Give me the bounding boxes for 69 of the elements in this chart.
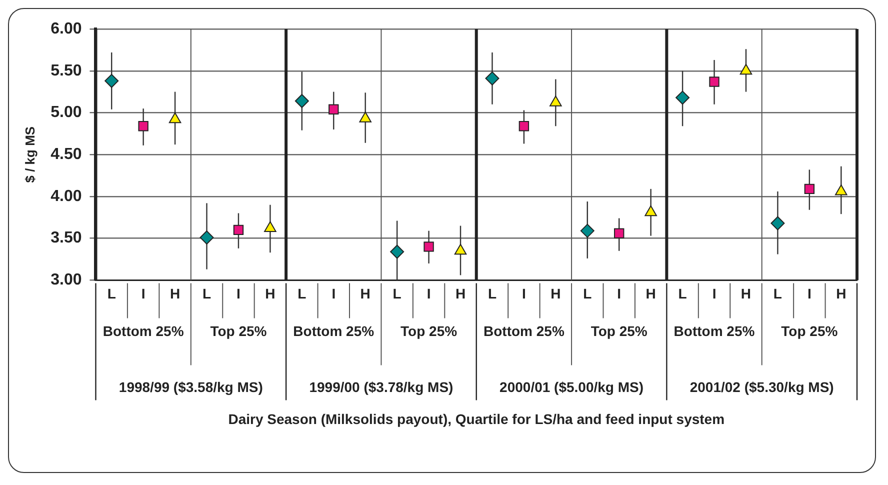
y-tick-label: 3.00 xyxy=(50,272,82,289)
text: 1999/00 ($3.78/kg MS) xyxy=(309,379,454,396)
point xyxy=(614,228,624,238)
point xyxy=(104,74,119,88)
point xyxy=(390,244,404,259)
x-tick-label: L xyxy=(392,285,402,302)
y-tick-label: 6.00 xyxy=(50,20,82,38)
text: Bottom 25% xyxy=(293,323,375,340)
x-tick-label: H xyxy=(265,285,276,302)
x-tick-label: I xyxy=(522,285,526,302)
x-tick-label: I xyxy=(332,285,336,302)
x-tick-label: I xyxy=(426,285,431,302)
x-tick-label: H xyxy=(646,285,656,302)
point xyxy=(644,205,657,216)
point xyxy=(550,96,562,106)
x-tick-label: I xyxy=(141,285,146,302)
x-tick-label: H xyxy=(550,285,561,302)
x-tick-label: H xyxy=(740,285,752,302)
point xyxy=(580,224,594,238)
x-tick-label: H xyxy=(360,285,370,302)
text: Top 25% xyxy=(400,323,458,340)
point xyxy=(454,244,467,255)
point xyxy=(676,90,690,105)
y-tick-label: 4.00 xyxy=(50,188,82,205)
x-tick-label: L xyxy=(298,285,307,302)
point xyxy=(835,184,848,196)
x-tick-label: L xyxy=(678,285,688,302)
point xyxy=(518,121,530,132)
x-tick-label: H xyxy=(170,285,180,302)
point xyxy=(359,112,372,122)
text: 1998/99 ($3.58/kg MS) xyxy=(118,379,263,396)
text: Dairy Season (Milksolids payout), Quartile for LS/ha and feed input system xyxy=(228,411,725,428)
x-tick-label: L xyxy=(583,285,592,302)
text: 2001/02 ($5.30/kg MS) xyxy=(690,379,834,396)
x-tick-label: I xyxy=(617,285,622,302)
y-tick-label: 5.00 xyxy=(50,104,82,122)
point xyxy=(233,224,244,236)
point xyxy=(200,230,214,244)
y-tick-label: 5.50 xyxy=(50,62,82,80)
point xyxy=(294,94,309,108)
point xyxy=(424,242,434,252)
point xyxy=(709,76,720,87)
text: Top 25% xyxy=(210,323,268,340)
text: Bottom 25% xyxy=(102,323,184,340)
x-tick-label: L xyxy=(202,285,212,302)
text: Top 25% xyxy=(781,323,838,340)
point xyxy=(328,104,339,114)
point xyxy=(485,71,500,86)
point xyxy=(740,64,752,75)
y-tick-label: 4.50 xyxy=(50,146,82,164)
y-tick-label: 3.50 xyxy=(50,230,82,247)
x-tick-label: L xyxy=(773,285,782,302)
point xyxy=(168,112,182,124)
x-tick-label: L xyxy=(488,285,497,302)
text: Bottom 25% xyxy=(674,323,756,340)
y-axis-title: $ / kg MS xyxy=(22,126,38,183)
x-tick-label: I xyxy=(712,285,716,302)
point xyxy=(804,184,815,194)
x-tick-label: H xyxy=(455,285,466,302)
x-tick-label: L xyxy=(107,285,116,302)
point xyxy=(770,216,785,230)
x-tick-label: I xyxy=(236,285,240,302)
point xyxy=(138,121,148,132)
text: 2000/01 ($5.00/kg MS) xyxy=(500,379,644,396)
text: Bottom 25% xyxy=(483,323,565,340)
point xyxy=(264,221,276,232)
x-tick-label: I xyxy=(807,285,812,302)
text: Top 25% xyxy=(590,323,648,340)
x-tick-label: H xyxy=(836,285,846,302)
